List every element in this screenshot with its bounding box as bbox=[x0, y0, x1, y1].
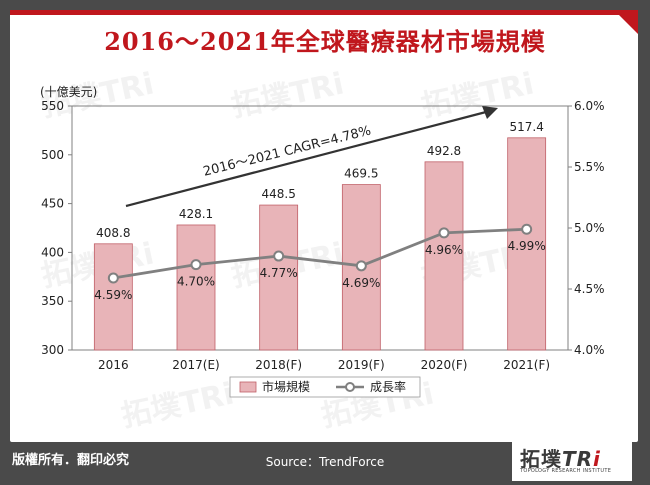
y-left-tick-label: 450 bbox=[41, 197, 64, 211]
growth-label: 4.77% bbox=[260, 266, 298, 280]
growth-label: 4.59% bbox=[94, 288, 132, 302]
x-tick-label: 2021(F) bbox=[503, 358, 550, 372]
legend-line-marker bbox=[345, 382, 355, 392]
bar-label: 492.8 bbox=[427, 144, 461, 158]
bar-label: 448.5 bbox=[261, 187, 295, 201]
bar bbox=[259, 204, 299, 351]
x-tick-label: 2019(F) bbox=[338, 358, 385, 372]
source-text: Source：TrendForce bbox=[265, 455, 385, 469]
growth-label: 4.96% bbox=[425, 243, 463, 257]
growth-point bbox=[273, 250, 285, 262]
logo: 拓墣TRi TOPOLOGY RESEARCH INSTITUTE bbox=[512, 441, 632, 481]
x-tick-label: 2016 bbox=[98, 358, 129, 372]
y-right-tick-label: 4.5% bbox=[574, 282, 605, 296]
chart-title: 2016～2021年全球醫療器材市場規模 bbox=[104, 27, 546, 56]
x-tick-label: 2020(F) bbox=[421, 358, 468, 372]
legend-bar-label: 市場規模 bbox=[262, 379, 310, 394]
y-right-tick-label: 5.5% bbox=[574, 160, 605, 174]
y-left-tick-label: 300 bbox=[41, 343, 64, 357]
cagr-arrow bbox=[125, 110, 487, 208]
growth-point bbox=[190, 259, 202, 271]
y-left-tick-label: 400 bbox=[41, 245, 64, 259]
growth-point bbox=[521, 223, 533, 235]
growth-point bbox=[355, 260, 367, 272]
bar-label: 408.8 bbox=[96, 226, 130, 240]
y-left-tick-label: 500 bbox=[41, 148, 64, 162]
growth-line bbox=[113, 227, 527, 280]
y-right-tick-label: 5.0% bbox=[574, 221, 605, 235]
logo-mark: 拓墣TRi bbox=[520, 447, 601, 471]
accent-strip bbox=[10, 10, 638, 15]
y-left-tick-label: 550 bbox=[41, 99, 64, 113]
bar bbox=[176, 224, 216, 351]
growth-label: 4.99% bbox=[508, 239, 546, 253]
growth-label: 4.70% bbox=[177, 275, 215, 289]
x-tick-label: 2018(F) bbox=[255, 358, 302, 372]
growth-point bbox=[438, 227, 450, 239]
legend-box bbox=[229, 376, 421, 398]
growth-label: 4.69% bbox=[342, 276, 380, 290]
y-right-tick-label: 4.0% bbox=[574, 343, 605, 357]
bar bbox=[424, 161, 464, 351]
legend-line-label: 成長率 bbox=[370, 379, 406, 394]
x-tick-label: 2017(E) bbox=[172, 358, 219, 372]
growth-point bbox=[107, 272, 119, 284]
corner-accent bbox=[616, 12, 638, 34]
bar-label: 517.4 bbox=[509, 120, 543, 134]
y-right-tick-label: 6.0% bbox=[574, 99, 605, 113]
logo-subtitle: TOPOLOGY RESEARCH INSTITUTE bbox=[520, 468, 612, 474]
bar-label: 428.1 bbox=[179, 207, 213, 221]
y-left-unit: (十億美元) bbox=[40, 85, 97, 99]
bar bbox=[93, 243, 133, 351]
bar-label: 469.5 bbox=[344, 167, 378, 181]
cagr-arrow-head bbox=[482, 106, 498, 119]
legend-bar-swatch bbox=[239, 381, 257, 393]
y-left-tick-label: 350 bbox=[41, 294, 64, 308]
bar bbox=[507, 137, 547, 351]
copyright-text: 版權所有．翻印必究 bbox=[12, 453, 130, 468]
